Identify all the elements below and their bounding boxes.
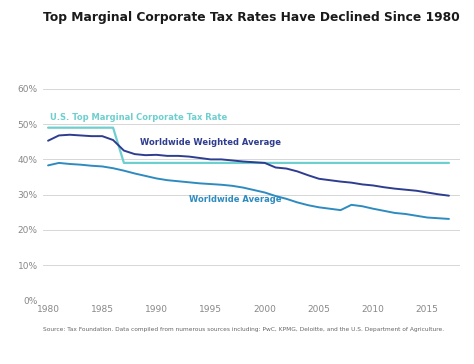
Text: U.S. Top Marginal Corporate Tax Rate: U.S. Top Marginal Corporate Tax Rate — [50, 113, 228, 122]
Text: Worldwide Average: Worldwide Average — [189, 195, 282, 205]
Text: TAX FOUNDATION: TAX FOUNDATION — [12, 346, 102, 355]
Text: Source: Tax Foundation. Data compiled from numerous sources including: PwC, KPMG: Source: Tax Foundation. Data compiled fr… — [43, 327, 444, 332]
Text: Worldwide Weighted Average: Worldwide Weighted Average — [140, 138, 281, 147]
Text: @TaxFoundation: @TaxFoundation — [388, 346, 462, 355]
Text: Top Marginal Corporate Tax Rates Have Declined Since 1980: Top Marginal Corporate Tax Rates Have De… — [43, 11, 459, 24]
